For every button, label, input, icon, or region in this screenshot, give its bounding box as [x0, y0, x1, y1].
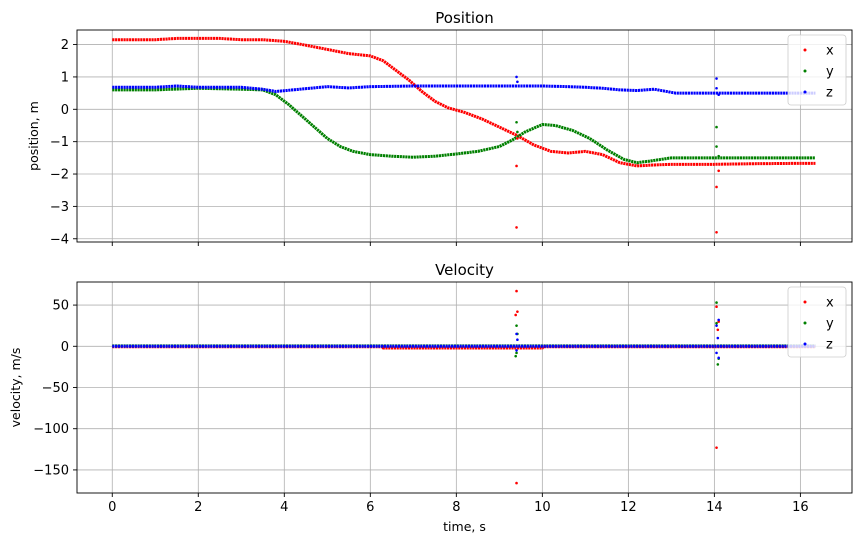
x-tick-label: 12: [620, 500, 637, 515]
y-tick-label: −1: [50, 135, 69, 150]
point-x: [715, 185, 718, 189]
point-z: [716, 336, 720, 340]
point-z: [717, 318, 720, 322]
x-tick-label: 4: [280, 500, 288, 515]
legend-marker-x: [803, 48, 807, 52]
point-y: [717, 154, 720, 158]
point-y: [716, 363, 720, 366]
point-x: [514, 313, 517, 317]
point-z: [717, 356, 720, 360]
point-x: [715, 305, 718, 309]
x-tick-label: 16: [792, 500, 809, 515]
point-x: [516, 137, 519, 140]
y-tick-label: −100: [33, 422, 69, 437]
point-z: [516, 338, 519, 341]
point-y: [515, 120, 518, 124]
legend-label-z: z: [826, 86, 833, 101]
legend-marker-z: [803, 90, 807, 94]
legend-marker-y: [803, 321, 807, 325]
point-y: [715, 321, 718, 325]
x-tick-label: 2: [194, 500, 202, 515]
point-y: [715, 301, 718, 304]
y-axis-label: position, m: [26, 101, 41, 171]
x-tick-label: 14: [706, 500, 723, 515]
series-y: [112, 86, 816, 165]
point-z: [715, 324, 718, 327]
point-x: [515, 289, 518, 293]
y-tick-label: −4: [50, 232, 69, 247]
point-x: [715, 446, 718, 449]
legend-label-z: z: [826, 338, 833, 353]
y-tick-label: 50: [52, 299, 69, 314]
series-x: [112, 36, 816, 168]
x-tick-label: 10: [534, 500, 551, 515]
series-z: [112, 84, 816, 95]
point-y: [715, 145, 718, 148]
legend-box: [787, 286, 847, 358]
legend-box: [787, 34, 847, 106]
y-tick-label: 0: [61, 340, 69, 355]
legend-label-y: y: [826, 317, 834, 332]
point-y: [515, 351, 518, 355]
y-tick-label: 0: [61, 103, 69, 118]
point-z: [515, 75, 518, 79]
y-tick-label: −3: [50, 200, 69, 215]
point-y: [516, 130, 519, 134]
x-axis-label: time, s: [443, 519, 486, 534]
x-tick-label: 8: [452, 500, 460, 515]
legend-marker-z: [803, 342, 807, 346]
axes-2: 0 2 4 6 8 10 12 14 16 50 0 −50 −100 −150 Velocity veloc…: [8, 261, 853, 534]
point-y: [715, 125, 718, 129]
legend-label-x: x: [826, 44, 834, 59]
y-tick-label: −2: [50, 168, 69, 183]
point-z: [515, 332, 518, 336]
legend-marker-y: [803, 69, 807, 73]
chart-title: Position: [435, 9, 493, 27]
axes-1: 2 1 0 −1 −2 −3 −4 Position position, m xyz: [26, 9, 853, 247]
point-x: [717, 169, 720, 173]
point-x: [716, 328, 720, 332]
y-tick-label: 1: [61, 70, 69, 85]
legend: xyz: [787, 34, 847, 106]
point-z: [717, 93, 720, 97]
y-axis-label: velocity, m/s: [8, 348, 23, 428]
point-y: [515, 324, 518, 327]
chart-title: Velocity: [435, 261, 494, 279]
point-x: [515, 164, 518, 168]
legend-marker-x: [803, 300, 807, 304]
y-tick-label: −50: [42, 381, 69, 396]
point-z: [715, 351, 718, 355]
point-x: [515, 226, 518, 229]
y-tick-label: −150: [33, 463, 69, 478]
legend-label-x: x: [826, 296, 834, 311]
point-z: [516, 80, 519, 84]
point-x: [715, 230, 718, 234]
y-tick-label: 2: [61, 38, 69, 53]
point-z: [715, 77, 718, 80]
x-tick-label: 0: [108, 500, 116, 515]
point-y: [514, 354, 517, 358]
point-z: [515, 349, 518, 352]
point-x: [516, 310, 519, 313]
axes-frame: [76, 29, 853, 243]
x-tick-label: 6: [366, 500, 374, 515]
legend-label-y: y: [826, 65, 834, 80]
point-x: [515, 481, 518, 485]
legend: xyz: [787, 286, 847, 358]
point-z: [715, 86, 718, 90]
